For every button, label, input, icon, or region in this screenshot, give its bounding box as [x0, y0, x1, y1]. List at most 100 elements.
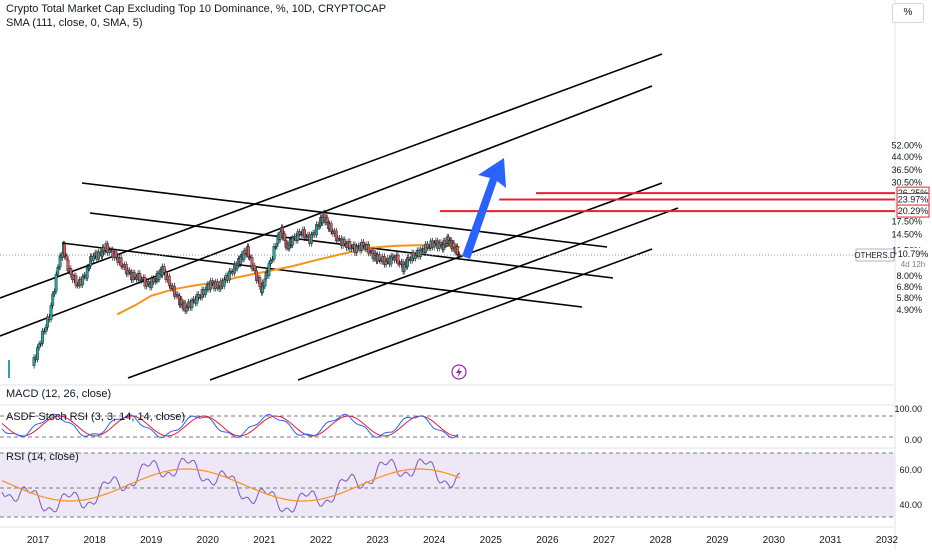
candle-body — [138, 272, 142, 281]
x-tick-label: 2025 — [480, 535, 503, 546]
x-tick-label: 2023 — [366, 535, 389, 546]
rsi-band — [0, 453, 895, 517]
candle-body — [432, 242, 436, 248]
stoch-d-line — [1, 415, 458, 437]
stoch-tick-label: 100.00 — [894, 404, 922, 414]
candle-body — [296, 231, 300, 241]
rsi-legend[interactable]: RSI (14, close) — [6, 451, 79, 463]
candle-body — [216, 281, 219, 289]
candle-body — [334, 230, 338, 242]
y-tick-label: 36.50% — [891, 165, 922, 175]
candle-body — [185, 307, 189, 312]
candle-body — [107, 249, 111, 254]
y-tick-label: 6.80% — [896, 282, 922, 292]
x-tick-label: 2029 — [706, 535, 729, 546]
candle-body — [253, 265, 257, 271]
candle-body — [389, 255, 393, 265]
candle-body — [199, 297, 202, 299]
candle-body — [176, 293, 180, 296]
chart-title[interactable]: Crypto Total Market Cap Excluding Top 10… — [6, 3, 387, 15]
candle-body — [146, 281, 150, 285]
trend-line — [0, 53, 663, 299]
candle-body — [114, 251, 118, 258]
candle-body — [106, 243, 110, 254]
last-value-time: 4d 12h — [901, 260, 925, 269]
candle-body — [348, 241, 352, 250]
sma-line — [116, 243, 460, 316]
sma-legend[interactable]: SMA (111, close, 0, SMA, 5) — [6, 17, 143, 29]
candle-body — [367, 244, 370, 254]
candle-body — [51, 293, 55, 306]
candle-body — [407, 257, 411, 260]
price-level-label: 23.97% — [898, 194, 929, 204]
candle-body — [437, 242, 441, 249]
candle-body — [222, 279, 226, 287]
percent-scale-button[interactable]: % — [892, 3, 924, 23]
candle-body — [439, 242, 443, 245]
trend-line — [0, 85, 653, 337]
stoch-rsi-legend[interactable]: ASDF Stoch RSI (3, 3, 14, 14, close) — [6, 411, 186, 423]
x-tick-label: 2021 — [253, 535, 276, 546]
y-tick-label: 14.50% — [891, 229, 922, 239]
candle-body — [362, 241, 365, 246]
candle-body — [272, 246, 276, 260]
candle-body — [97, 251, 100, 260]
candle-body — [424, 243, 428, 254]
candle-body — [304, 236, 308, 239]
x-tick-label: 2020 — [197, 535, 220, 546]
candle-body — [233, 263, 236, 274]
x-tick-label: 2017 — [27, 535, 50, 546]
last-value-label: 10.79% — [898, 249, 929, 259]
x-tick-label: 2030 — [763, 535, 786, 546]
y-tick-label: 17.50% — [891, 216, 922, 226]
x-tick-label: 2019 — [140, 535, 163, 546]
y-tick-label: 44.00% — [891, 152, 922, 162]
y-tick-label: 8.00% — [896, 271, 922, 281]
candle-body — [360, 241, 364, 251]
rsi-ma-line — [1, 468, 461, 502]
candle-body — [267, 263, 271, 277]
candle-body — [183, 302, 187, 312]
candle-body — [150, 278, 154, 288]
candle-body — [140, 279, 143, 281]
candle-body — [377, 254, 381, 261]
forecast-arrow — [462, 158, 506, 259]
candle-body — [119, 257, 123, 267]
candle-body — [74, 275, 78, 286]
candle-body — [255, 270, 258, 281]
x-tick-label: 2027 — [593, 535, 616, 546]
candle-body — [426, 243, 429, 248]
candle-body — [391, 255, 395, 258]
candle-body — [419, 249, 423, 257]
candle-body — [355, 246, 359, 254]
candle-body — [197, 294, 201, 298]
candle-body — [92, 255, 95, 261]
candle-body — [124, 264, 128, 275]
candle-body — [291, 237, 295, 246]
stoch-tick-label: 0.00 — [904, 435, 922, 445]
candle-body — [36, 347, 39, 360]
macd-legend[interactable]: MACD (12, 26, close) — [6, 388, 112, 400]
candle-body — [298, 231, 301, 235]
x-tick-label: 2032 — [876, 535, 899, 546]
candle-body — [37, 343, 41, 348]
trend-line — [61, 242, 583, 308]
x-tick-label: 2018 — [83, 535, 106, 546]
candle-body — [368, 251, 372, 254]
candle-body — [32, 357, 36, 366]
trend-line — [81, 182, 608, 248]
volume-bar — [8, 360, 10, 378]
last-value-badge — [897, 248, 929, 270]
candle-body — [195, 294, 199, 304]
x-tick-label: 2024 — [423, 535, 446, 546]
candle-body — [343, 239, 347, 245]
price-level-badge — [896, 204, 930, 218]
candle-body — [227, 270, 231, 281]
candle-body — [153, 280, 157, 283]
candle-body — [128, 270, 132, 273]
rsi-tick-label: 40.00 — [899, 500, 922, 510]
x-tick-label: 2026 — [536, 535, 559, 546]
rsi-tick-label: 60.00 — [899, 465, 922, 475]
